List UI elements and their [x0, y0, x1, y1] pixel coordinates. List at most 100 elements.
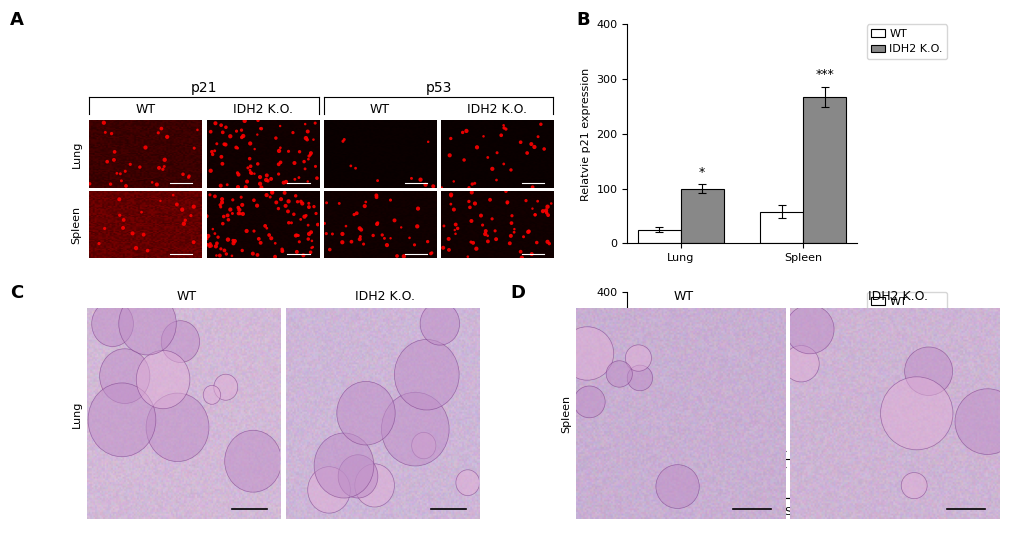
Circle shape — [954, 389, 1019, 454]
Point — [464, 188, 480, 197]
Point — [206, 147, 222, 155]
Point — [355, 240, 371, 248]
Point — [185, 202, 202, 211]
Text: IDH2 K.O.: IDH2 K.O. — [867, 290, 926, 303]
Point — [441, 151, 458, 160]
Point — [185, 238, 202, 247]
Point — [131, 163, 148, 171]
Point — [274, 247, 290, 255]
Text: *: * — [698, 415, 704, 428]
Point — [512, 138, 528, 147]
Point — [222, 132, 238, 141]
Point — [529, 197, 545, 206]
Point — [498, 198, 515, 207]
Point — [267, 253, 283, 261]
Point — [261, 230, 277, 239]
Point — [524, 204, 540, 213]
Point — [156, 162, 172, 171]
Text: ***: *** — [815, 68, 834, 81]
Point — [199, 212, 215, 220]
Point — [258, 191, 274, 200]
Point — [484, 164, 500, 173]
Point — [495, 123, 512, 132]
Point — [466, 179, 482, 188]
Point — [277, 177, 293, 186]
Point — [291, 147, 308, 156]
Point — [153, 124, 169, 133]
Point — [182, 211, 199, 220]
Point — [528, 238, 544, 247]
Point — [229, 183, 246, 192]
Point — [168, 200, 184, 209]
Point — [357, 202, 373, 210]
Point — [97, 128, 113, 137]
Point — [268, 198, 284, 207]
Point — [303, 228, 319, 236]
Point — [97, 224, 113, 233]
Point — [214, 198, 230, 207]
Text: D: D — [510, 284, 525, 302]
Point — [273, 195, 289, 203]
Circle shape — [314, 433, 374, 498]
Point — [267, 239, 283, 248]
Point — [111, 211, 127, 220]
Point — [117, 167, 133, 176]
Bar — [680, 189, 722, 243]
Point — [106, 148, 122, 156]
Point — [539, 211, 555, 220]
Point — [495, 121, 512, 130]
Point — [279, 207, 296, 216]
Point — [463, 216, 479, 225]
Point — [238, 177, 255, 186]
Point — [492, 131, 508, 140]
Point — [310, 220, 326, 229]
Point — [512, 247, 528, 256]
Point — [250, 160, 266, 168]
Circle shape — [118, 292, 176, 355]
Point — [300, 155, 316, 163]
Point — [280, 147, 297, 156]
Point — [287, 192, 304, 200]
Point — [435, 243, 451, 252]
Point — [208, 251, 224, 260]
Point — [376, 234, 392, 243]
Point — [321, 245, 337, 254]
Point — [306, 202, 322, 211]
Point — [138, 143, 154, 152]
Point — [334, 229, 351, 238]
Point — [293, 199, 310, 208]
Point — [467, 199, 483, 208]
Text: IDH2 K.O.: IDH2 K.O. — [232, 103, 292, 116]
Point — [454, 128, 471, 137]
Point — [386, 216, 403, 225]
Point — [203, 127, 219, 136]
Point — [203, 167, 219, 175]
Point — [425, 182, 441, 190]
Point — [502, 232, 519, 240]
Point — [502, 219, 519, 227]
Point — [152, 196, 168, 205]
Point — [352, 235, 368, 243]
Point — [388, 252, 405, 260]
Point — [345, 210, 362, 219]
Point — [479, 232, 495, 240]
Circle shape — [783, 346, 818, 382]
Point — [112, 169, 128, 178]
Point — [358, 197, 374, 206]
Point — [461, 197, 477, 206]
Point — [259, 171, 275, 180]
Point — [297, 164, 313, 173]
Point — [302, 150, 318, 159]
Point — [280, 197, 297, 206]
Point — [214, 195, 230, 203]
Point — [122, 160, 139, 169]
Point — [308, 209, 324, 218]
Legend: WT, IDH2 K.O.: WT, IDH2 K.O. — [866, 292, 947, 327]
Point — [151, 163, 167, 172]
Point — [301, 229, 317, 238]
Circle shape — [785, 305, 834, 354]
Point — [305, 243, 321, 252]
Point — [445, 177, 462, 186]
Bar — [760, 212, 803, 243]
Point — [465, 239, 481, 247]
